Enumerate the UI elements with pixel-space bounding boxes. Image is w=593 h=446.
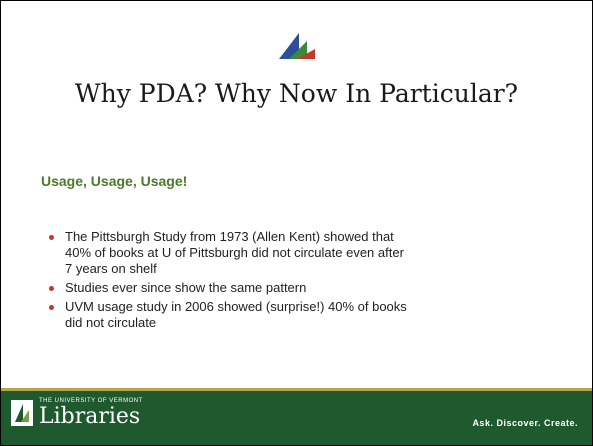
bullet-line: Studies ever since show the same pattern xyxy=(65,280,307,295)
bullet: UVM usage study in 2006 showed (surprise… xyxy=(47,299,407,331)
bullet-line: UVM usage study in 2006 showed (surprise… xyxy=(65,299,407,314)
footer: THE UNIVERSITY OF VERMONT Libraries Ask.… xyxy=(1,388,592,445)
subtitle: Usage, Usage, Usage! xyxy=(41,173,188,189)
libraries: Libraries xyxy=(39,404,141,429)
title: Why PDA? Why Now In Particular? xyxy=(74,79,519,108)
tagline: Ask. Discover. Create. xyxy=(472,418,578,428)
bullet-line: The Pittsburgh Study from 1973 (Allen Ke… xyxy=(65,229,394,244)
bullet-line: 7 years on shelf xyxy=(65,261,157,276)
logo xyxy=(279,33,315,59)
university: THE UNIVERSITY OF VERMONT xyxy=(39,398,143,404)
bullet: Studies ever since show the same pattern xyxy=(47,280,407,296)
bullet-line: did not circulate xyxy=(65,315,157,330)
bullet: The Pittsburgh Study from 1973 (Allen Ke… xyxy=(47,229,407,277)
bullet-line: 40% of books at U of Pittsburgh did not … xyxy=(65,245,404,260)
bullet-list: The Pittsburgh Study from 1973 (Allen Ke… xyxy=(47,229,407,334)
footer-icon xyxy=(11,400,33,426)
